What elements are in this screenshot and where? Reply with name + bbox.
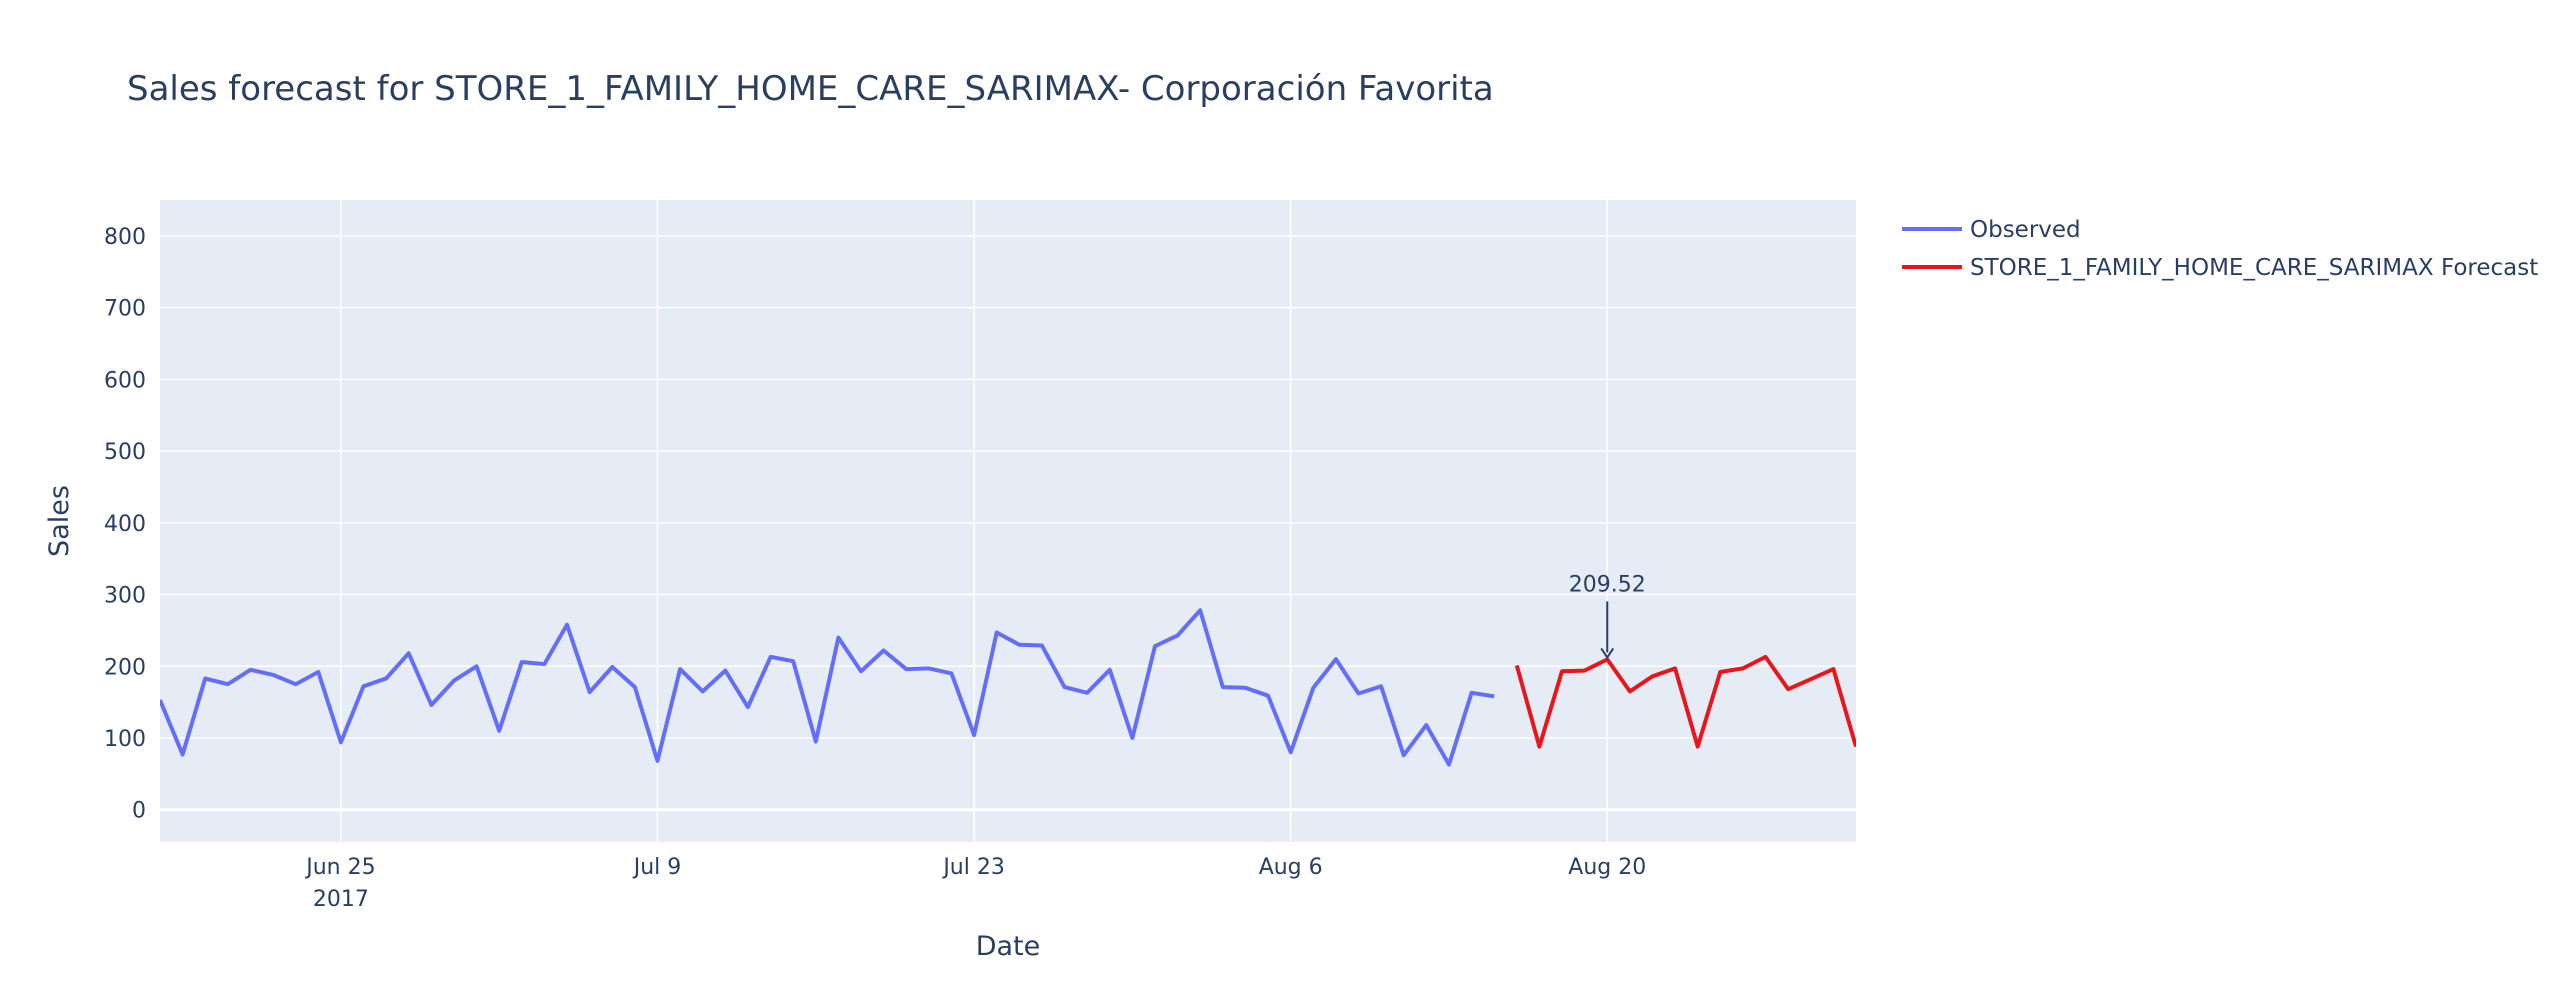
series-line-forecast: [1514, 654, 1856, 749]
x-tick-label: Jul 23: [941, 855, 1005, 880]
y-tick-label: 200: [104, 655, 146, 680]
chart-title: Sales forecast for STORE_1_FAMILY_HOME_C…: [127, 69, 1494, 109]
y-axis-title: Sales: [44, 485, 75, 557]
x-tick-label: Aug 6: [1259, 855, 1323, 880]
legend: Observed STORE_1_FAMILY_HOME_CARE_SARIMAX…: [1902, 217, 2538, 281]
y-tick-label: 600: [104, 368, 146, 393]
series-layer: [160, 608, 1856, 767]
grid-layer: [160, 200, 1856, 842]
y-tick-label: 700: [104, 297, 146, 322]
x-axis-title: Date: [976, 931, 1041, 962]
x-tick-sublabel: 2017: [313, 887, 369, 912]
annotation-arrow-head: [1600, 647, 1615, 660]
tick-label-layer: 0 100 200 300 400 500 600 700 800 Jun 25 2017 Jul 9…: [104, 225, 1646, 912]
legend-item-label[interactable]: STORE_1_FAMILY_HOME_CARE_SARIMAX Forecas…: [1970, 255, 2538, 281]
annotation-layer: 209.52: [1569, 572, 1646, 660]
y-tick-label: 500: [104, 440, 146, 465]
y-tick-label: 400: [104, 512, 146, 537]
legend-item-label[interactable]: Observed: [1970, 217, 2081, 243]
y-tick-label: 0: [132, 799, 146, 824]
series-line-observed: [160, 608, 1495, 767]
y-tick-label: 100: [104, 727, 146, 752]
annotation-label: 209.52: [1569, 572, 1646, 597]
x-tick-label: Jul 9: [632, 855, 682, 880]
x-tick-label: Jun 25: [304, 855, 375, 880]
y-tick-label: 300: [104, 584, 146, 609]
y-tick-label: 800: [104, 225, 146, 250]
x-tick-label: Aug 20: [1568, 855, 1646, 880]
plot-area: [160, 200, 1856, 842]
